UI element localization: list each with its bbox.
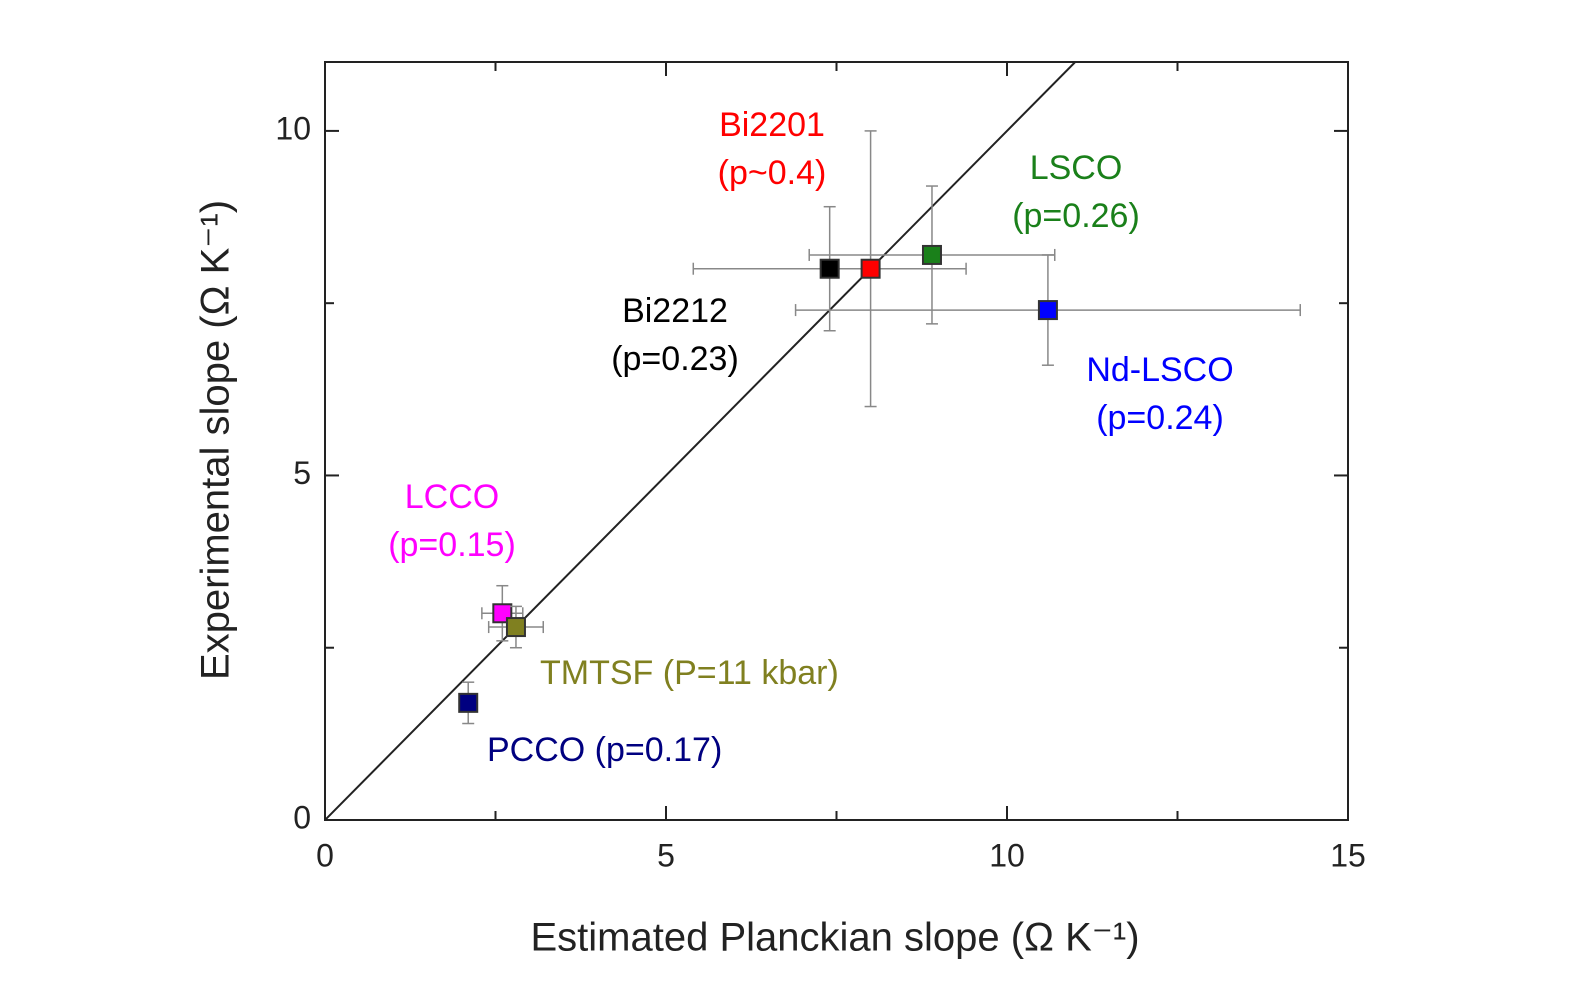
x-tick-label: 10 (989, 837, 1025, 873)
point (1037, 300, 1058, 321)
point-group (808, 185, 1056, 325)
point-group (794, 254, 1302, 366)
point-group (458, 681, 479, 725)
y-tick-label: 0 (293, 799, 311, 835)
point-label: Nd-LSCO (1086, 351, 1233, 389)
point-label: (p=0.26) (1012, 197, 1140, 235)
point-label: PCCO (p=0.17) (487, 731, 722, 769)
point-group (692, 205, 967, 332)
point-label: (p~0.4) (718, 154, 827, 192)
plot-frame (324, 61, 1349, 821)
reference-line (325, 62, 1076, 820)
point-label: (p=0.24) (1096, 399, 1224, 437)
point-label: TMTSF (P=11 kbar) (540, 654, 839, 692)
point (505, 617, 526, 638)
point (921, 244, 942, 265)
y-tick-label: 5 (293, 455, 311, 491)
point-label: (p=0.23) (611, 340, 739, 378)
point-label: Bi2212 (622, 292, 728, 330)
x-tick-label: 5 (657, 837, 675, 873)
point (458, 692, 479, 713)
y-tick-label: 10 (275, 110, 311, 146)
point-label: LSCO (1030, 149, 1123, 187)
point (860, 258, 881, 279)
point-label: (p=0.15) (388, 526, 516, 564)
x-tick-label: 0 (316, 837, 334, 873)
x-tick-label: 15 (1330, 837, 1366, 873)
point-group (860, 130, 881, 408)
point-label: Bi2201 (719, 106, 825, 144)
y-axis-title: Experimental slope (Ω K⁻¹) (194, 200, 238, 680)
point (819, 258, 840, 279)
point-label: LCCO (405, 478, 499, 516)
x-axis-title: Estimated Planckian slope (Ω K⁻¹) (530, 916, 1139, 960)
point-group (487, 605, 544, 649)
